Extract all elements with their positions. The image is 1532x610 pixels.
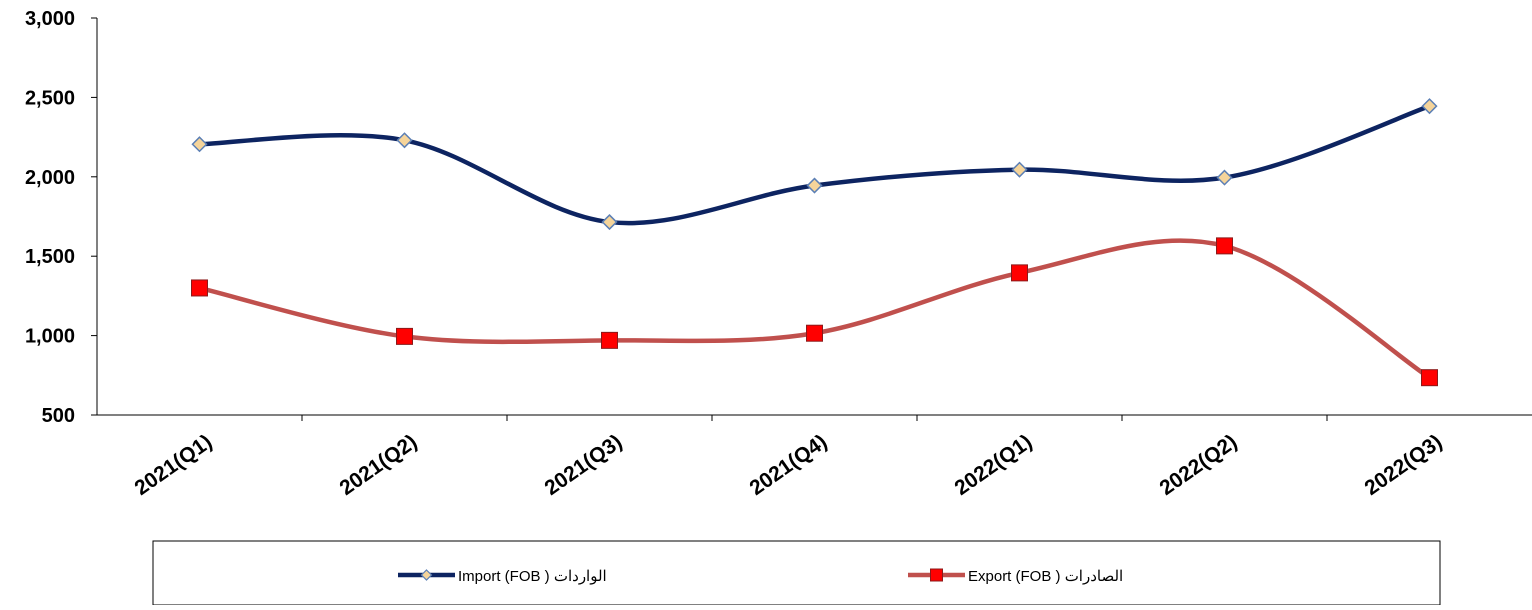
export-data-point bbox=[191, 279, 208, 297]
series-export bbox=[191, 237, 1438, 387]
series-import bbox=[191, 98, 1438, 231]
import-data-point bbox=[1011, 161, 1028, 178]
x-tick-label: 2021(Q4) bbox=[746, 430, 832, 500]
y-tick-label: 1,000 bbox=[25, 326, 75, 348]
y-tick-label: 2,000 bbox=[25, 167, 75, 189]
x-tick-label: 2021(Q1) bbox=[131, 430, 217, 500]
import-data-point bbox=[601, 213, 618, 231]
export-data-point bbox=[806, 324, 823, 342]
legend-label: الواردات ( Import (FOB bbox=[458, 568, 607, 585]
x-tick-label: 2021(Q3) bbox=[541, 430, 627, 500]
y-tick-label: 3,000 bbox=[25, 8, 75, 30]
export-series-line bbox=[197, 238, 1432, 380]
x-tick-label: 2022(Q3) bbox=[1361, 430, 1447, 500]
legend-item-import: الواردات ( Import (FOB bbox=[398, 568, 607, 585]
export-data-point bbox=[1421, 369, 1438, 387]
import-data-point bbox=[806, 177, 823, 194]
y-tick-label: 2,500 bbox=[25, 87, 75, 109]
axes: 500 1,000 1,500 2,000 2,500 3,000 2021(Q1) 2021… bbox=[25, 8, 1532, 500]
y-tick-label: 500 bbox=[42, 405, 75, 427]
x-tick-label: 2022(Q1) bbox=[951, 430, 1037, 500]
export-data-point bbox=[396, 327, 413, 345]
legend-item-export: الصادرات ( Export (FOB bbox=[908, 568, 1123, 585]
plot-area bbox=[191, 98, 1438, 387]
import-data-point bbox=[396, 132, 413, 149]
legend-box bbox=[152, 540, 1441, 606]
import-data-point bbox=[1421, 98, 1438, 115]
legend-marker-swatch bbox=[420, 569, 433, 581]
export-data-point bbox=[1011, 264, 1028, 282]
legend-marker-swatch bbox=[930, 568, 943, 582]
export-data-point bbox=[601, 331, 618, 349]
x-tick-label: 2022(Q2) bbox=[1156, 430, 1242, 500]
import-data-point bbox=[191, 136, 208, 153]
import-data-point bbox=[1216, 169, 1233, 186]
import-series-line bbox=[197, 103, 1432, 226]
x-tick-label: 2021(Q2) bbox=[336, 430, 422, 500]
legend-label: الصادرات ( Export (FOB bbox=[968, 568, 1123, 585]
export-data-point bbox=[1216, 237, 1233, 255]
y-tick-label: 1,500 bbox=[25, 246, 75, 268]
legend: الواردات ( Import (FOB الصادرات ( Export … bbox=[152, 540, 1441, 606]
